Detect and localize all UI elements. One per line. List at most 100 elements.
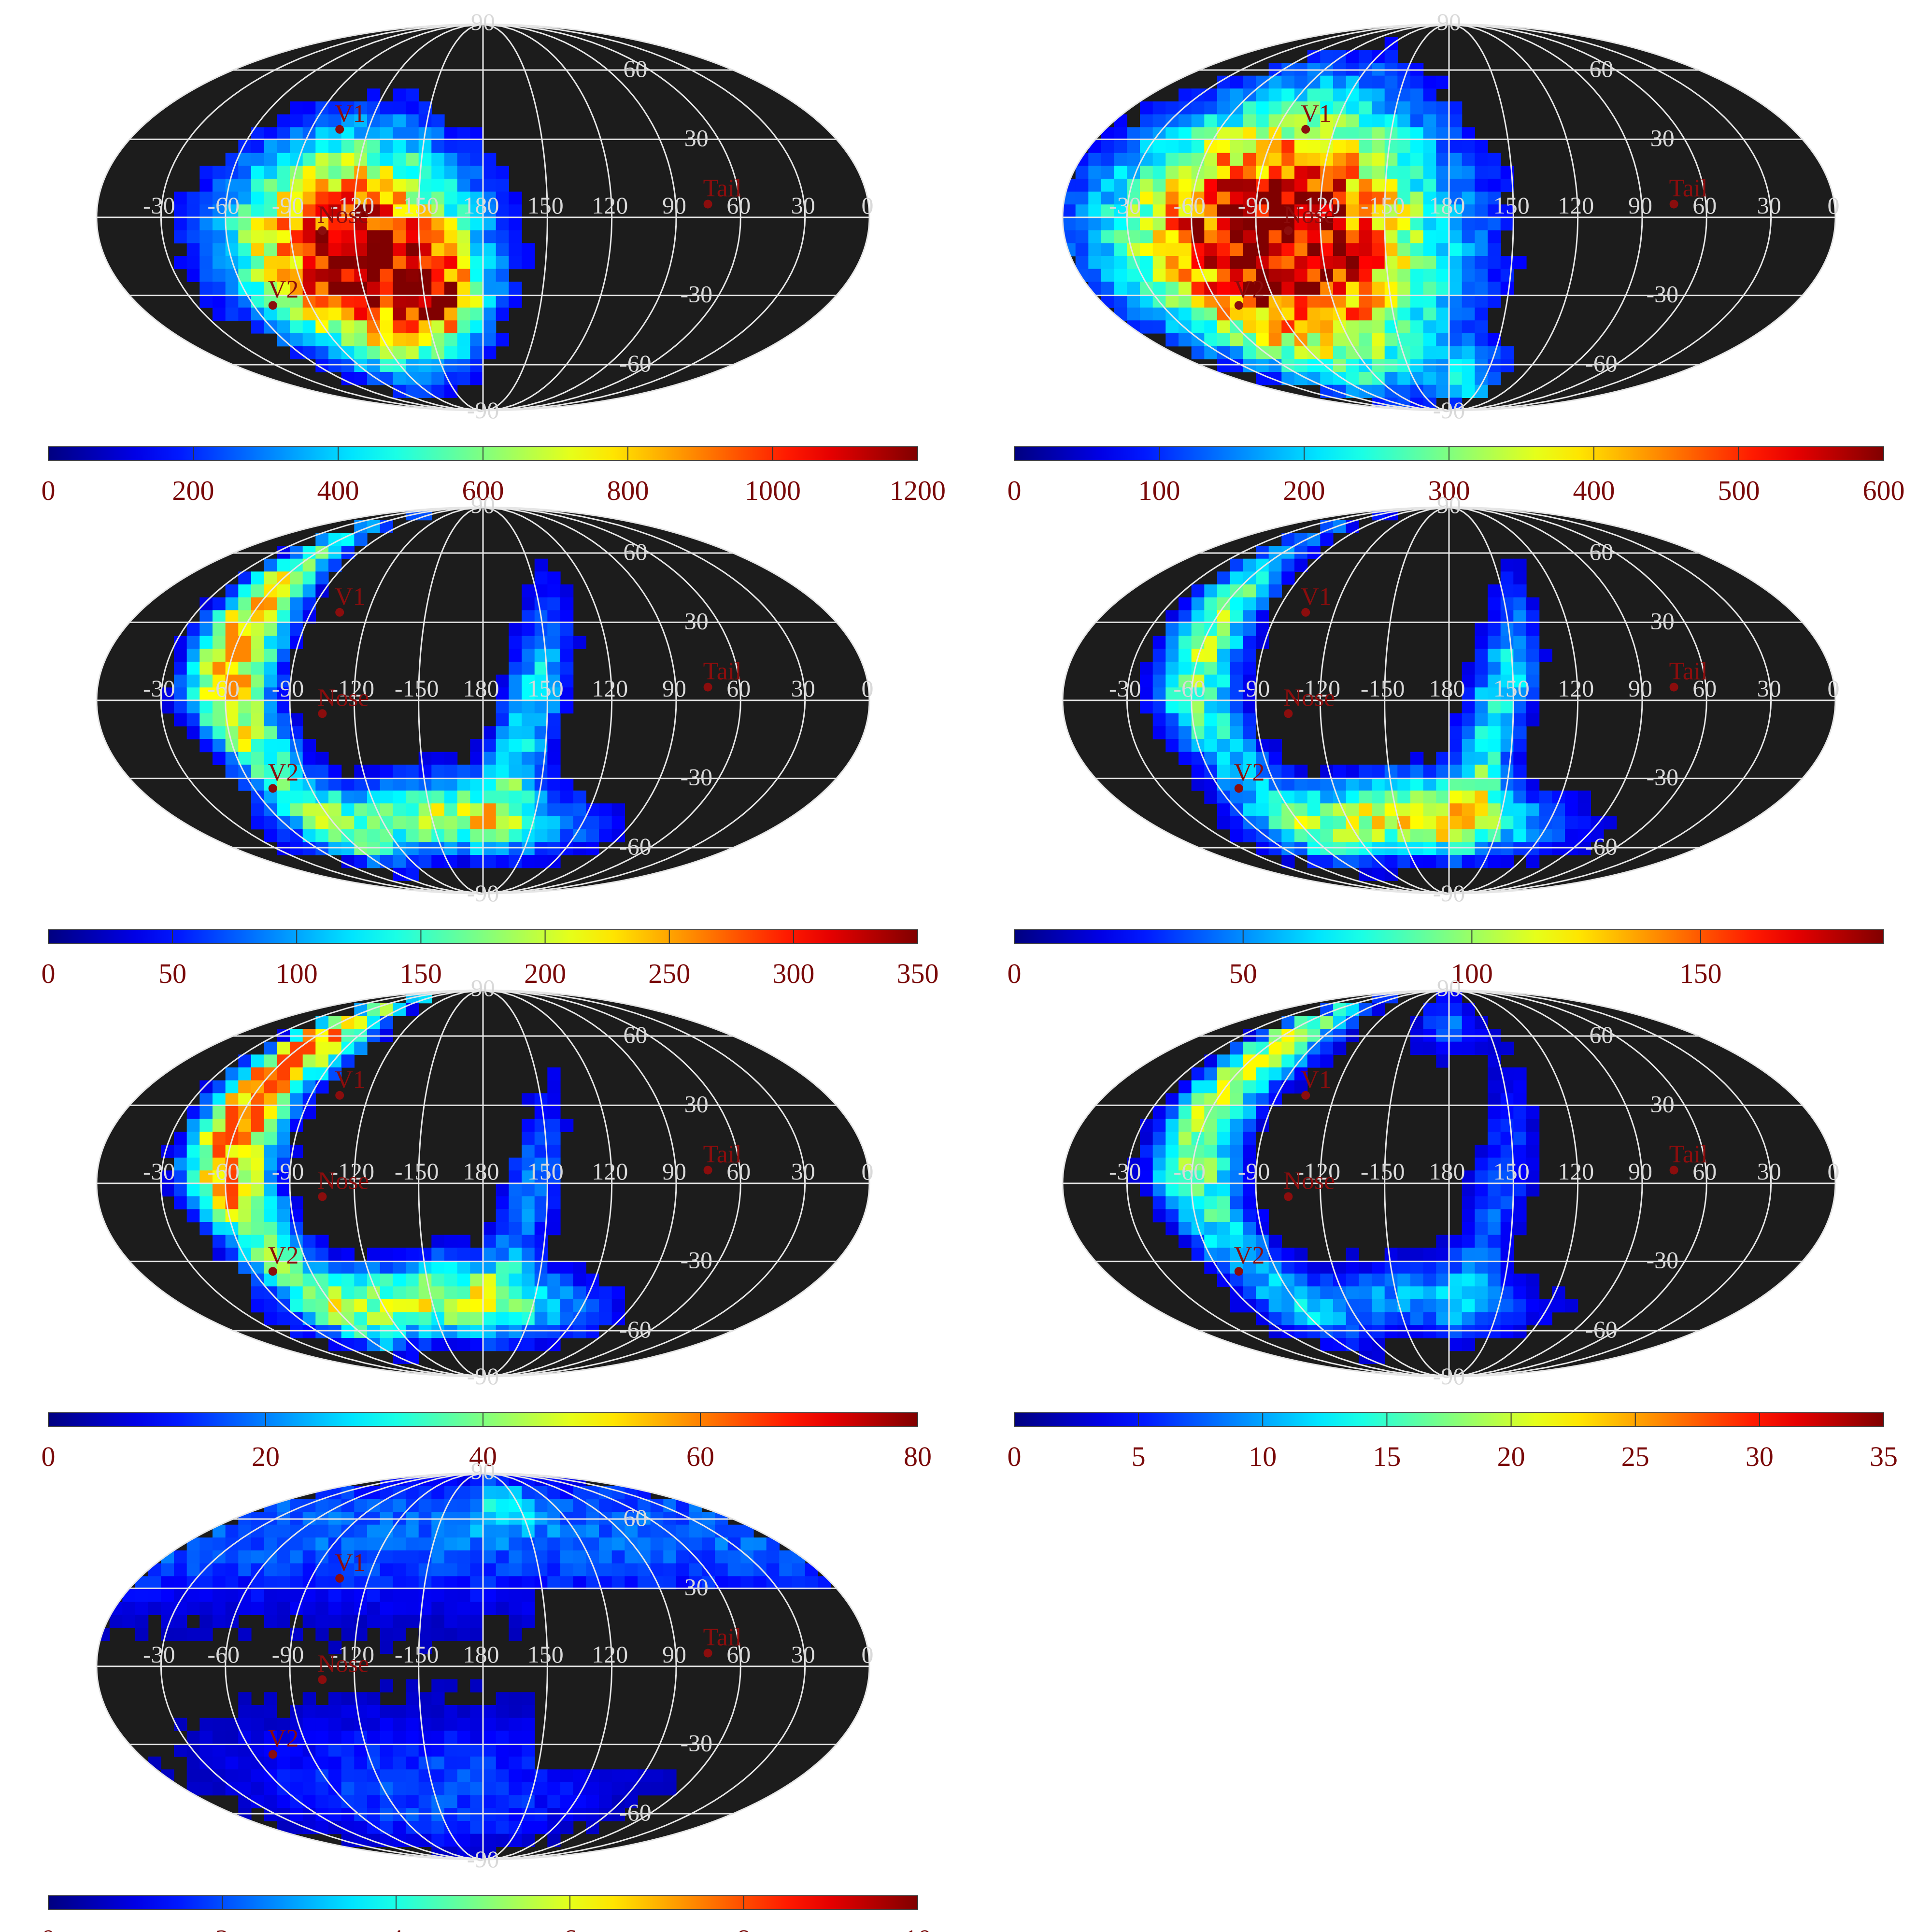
heatmap-cell xyxy=(1217,778,1231,791)
heatmap-cell xyxy=(199,230,213,243)
heatmap-cell xyxy=(238,1744,252,1757)
heatmap-cell xyxy=(186,269,200,282)
heatmap-cell xyxy=(251,153,265,166)
heatmap-cell xyxy=(457,803,470,817)
heatmap-cell xyxy=(1140,662,1153,675)
heatmap-cell xyxy=(1436,816,1449,830)
heatmap-cell xyxy=(1333,191,1347,205)
heatmap-cell xyxy=(264,597,277,611)
heatmap-cell xyxy=(238,687,252,701)
heatmap-cell xyxy=(1256,75,1269,89)
heatmap-cell xyxy=(496,803,509,817)
heatmap-cell xyxy=(1372,114,1385,128)
heatmap-cell xyxy=(225,295,239,308)
heatmap-cell xyxy=(1230,726,1243,739)
heatmap-cell xyxy=(277,307,290,321)
heatmap-cell xyxy=(496,307,509,321)
heatmap-cell xyxy=(1075,166,1089,179)
heatmap-cell xyxy=(496,1209,509,1222)
heatmap-cell xyxy=(1140,166,1153,179)
heatmap-cell xyxy=(1268,584,1282,598)
heatmap-cell xyxy=(1475,1222,1488,1236)
colorbar-tick-label: 0 xyxy=(42,1924,56,1932)
heatmap-cell xyxy=(213,1132,226,1145)
heatmap-cell xyxy=(277,153,290,166)
marker-nose-dot xyxy=(318,226,327,235)
heatmap-cell xyxy=(199,1602,213,1615)
heatmap-cell xyxy=(1449,114,1463,128)
heatmap-cell xyxy=(431,1744,445,1757)
heatmap-cell xyxy=(560,623,574,637)
heatmap-cell xyxy=(315,790,329,804)
heatmap-cell xyxy=(290,1795,303,1808)
heatmap-cell xyxy=(1372,166,1385,179)
heatmap-cell xyxy=(341,1705,355,1719)
heatmap-cell xyxy=(290,307,303,321)
heatmap-cell xyxy=(1359,179,1372,192)
heatmap-cell xyxy=(1372,1273,1385,1287)
heatmap-cell xyxy=(393,1705,406,1719)
heatmap-cell xyxy=(1513,1222,1527,1236)
heatmap-cell xyxy=(277,140,290,154)
heatmap-cell xyxy=(1256,1106,1269,1120)
heatmap-cell xyxy=(1449,243,1463,256)
heatmap-cell xyxy=(1475,765,1488,778)
heatmap-cell xyxy=(1513,610,1527,624)
heatmap-cell xyxy=(238,597,252,611)
heatmap-cell xyxy=(444,790,458,804)
heatmap-cell xyxy=(1140,101,1153,115)
heatmap-cell xyxy=(277,230,290,243)
heatmap-cell xyxy=(534,1537,548,1551)
heatmap-cell xyxy=(315,1744,329,1757)
heatmap-cell xyxy=(1372,346,1385,359)
heatmap-cell xyxy=(1256,1041,1269,1055)
heatmap-cell xyxy=(547,1808,561,1821)
heatmap-cell xyxy=(457,1808,470,1821)
heatmap-cell xyxy=(534,597,548,611)
heatmap-cell xyxy=(1217,752,1231,765)
heatmap-cell xyxy=(1243,191,1256,205)
heatmap-cell xyxy=(1372,204,1385,218)
heatmap-cell xyxy=(1217,1235,1231,1248)
heatmap-cell xyxy=(1462,191,1475,205)
heatmap-cell xyxy=(1488,790,1501,804)
heatmap-cell xyxy=(509,1499,522,1512)
marker-v2-label: V2 xyxy=(268,1242,299,1269)
heatmap-cell xyxy=(1204,217,1218,231)
heatmap-cell xyxy=(341,1756,355,1770)
heatmap-cell xyxy=(1101,179,1115,192)
heatmap-cell xyxy=(213,1145,226,1158)
heatmap-cell xyxy=(1204,307,1218,321)
heatmap-cell xyxy=(1449,282,1463,295)
heatmap-cell xyxy=(586,1808,599,1821)
heatmap-cell xyxy=(483,1756,497,1770)
heatmap-cell xyxy=(547,662,561,675)
heatmap-cell xyxy=(1217,1183,1231,1197)
heatmap-cell xyxy=(315,765,329,778)
heatmap-cell xyxy=(1513,1196,1527,1209)
heatmap-cell xyxy=(1384,282,1398,295)
heatmap-cell xyxy=(225,1106,239,1120)
heatmap-cell xyxy=(1333,803,1347,817)
heatmap-cell xyxy=(431,1808,445,1821)
heatmap-cell xyxy=(1230,1145,1243,1158)
heatmap-cell xyxy=(264,1080,277,1094)
heatmap-cell xyxy=(1488,1067,1501,1081)
heatmap-cell xyxy=(393,790,406,804)
marker-nose-dot xyxy=(318,1192,327,1201)
heatmap-cell xyxy=(1397,140,1411,154)
heatmap-cell xyxy=(1397,1261,1411,1274)
heatmap-cell xyxy=(496,1325,509,1338)
longitude-label: -150 xyxy=(395,675,439,702)
heatmap-cell xyxy=(431,230,445,243)
heatmap-cell xyxy=(264,571,277,585)
heatmap-cell xyxy=(1256,217,1269,231)
heatmap-cell xyxy=(1346,166,1359,179)
heatmap-cell xyxy=(1256,623,1269,637)
heatmap-cell xyxy=(418,1312,432,1325)
heatmap-cell xyxy=(1114,127,1127,141)
heatmap-cell xyxy=(328,1731,342,1744)
heatmap-cell xyxy=(1256,204,1269,218)
heatmap-cell xyxy=(1384,1325,1398,1338)
heatmap-cell xyxy=(483,282,497,295)
